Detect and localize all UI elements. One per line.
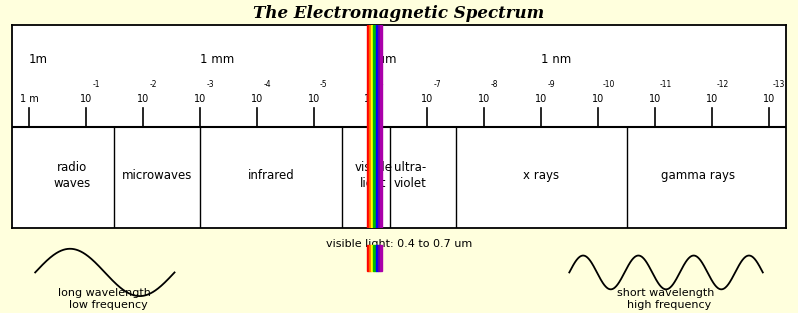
Text: 10: 10 [194, 95, 206, 104]
Bar [369, 25, 371, 228]
Text: radio
waves: radio waves [53, 161, 90, 190]
Text: -7: -7 [434, 80, 441, 89]
Bar [377, 245, 380, 271]
Title: The Electromagnetic Spectrum: The Electromagnetic Spectrum [254, 5, 544, 22]
Text: -3: -3 [206, 80, 214, 89]
Text: 10: 10 [478, 95, 491, 104]
Text: 10: 10 [421, 95, 433, 104]
Bar [371, 245, 373, 271]
Text: x rays: x rays [523, 169, 559, 182]
Text: long wavelength
  low frequency: long wavelength low frequency [58, 288, 152, 310]
Bar [373, 25, 376, 228]
Text: -4: -4 [263, 80, 271, 89]
Text: 10: 10 [706, 95, 718, 104]
Text: visible light: 0.4 to 0.7 um: visible light: 0.4 to 0.7 um [326, 239, 472, 249]
Text: -1: -1 [93, 80, 100, 89]
Text: 10: 10 [535, 95, 547, 104]
Bar [369, 245, 371, 271]
Text: 1m: 1m [29, 53, 48, 66]
Text: -2: -2 [149, 80, 157, 89]
Text: 10: 10 [251, 95, 263, 104]
Text: 10: 10 [136, 95, 149, 104]
Text: -9: -9 [547, 80, 555, 89]
Text: -6: -6 [377, 80, 385, 89]
Text: 10: 10 [649, 95, 662, 104]
Bar [380, 245, 382, 271]
Bar [367, 25, 369, 228]
Text: 10: 10 [307, 95, 320, 104]
Text: 10: 10 [80, 95, 92, 104]
Text: 1 nm: 1 nm [541, 53, 571, 66]
Text: visible
light: visible light [354, 161, 393, 190]
Text: 1 mm: 1 mm [200, 53, 234, 66]
Bar [377, 25, 380, 228]
Text: -11: -11 [659, 80, 671, 89]
Bar [380, 25, 382, 228]
Text: short wavelength
  high frequency: short wavelength high frequency [618, 288, 715, 310]
Bar [376, 245, 377, 271]
Text: 1 m: 1 m [20, 95, 38, 104]
Bar [371, 25, 373, 228]
Text: 10: 10 [365, 95, 377, 104]
Text: gamma rays: gamma rays [661, 169, 735, 182]
Text: -12: -12 [716, 80, 729, 89]
Text: 10: 10 [592, 95, 604, 104]
Text: infrared: infrared [247, 169, 294, 182]
Bar [367, 245, 369, 271]
Text: -10: -10 [602, 80, 614, 89]
Text: ultra-
violet: ultra- violet [394, 161, 427, 190]
Text: -5: -5 [320, 80, 328, 89]
Bar [376, 25, 377, 228]
Text: -13: -13 [773, 80, 785, 89]
Text: 1um: 1um [370, 53, 397, 66]
Bar [373, 245, 376, 271]
Text: 10: 10 [763, 95, 775, 104]
Text: -8: -8 [491, 80, 499, 89]
Text: microwaves: microwaves [122, 169, 192, 182]
